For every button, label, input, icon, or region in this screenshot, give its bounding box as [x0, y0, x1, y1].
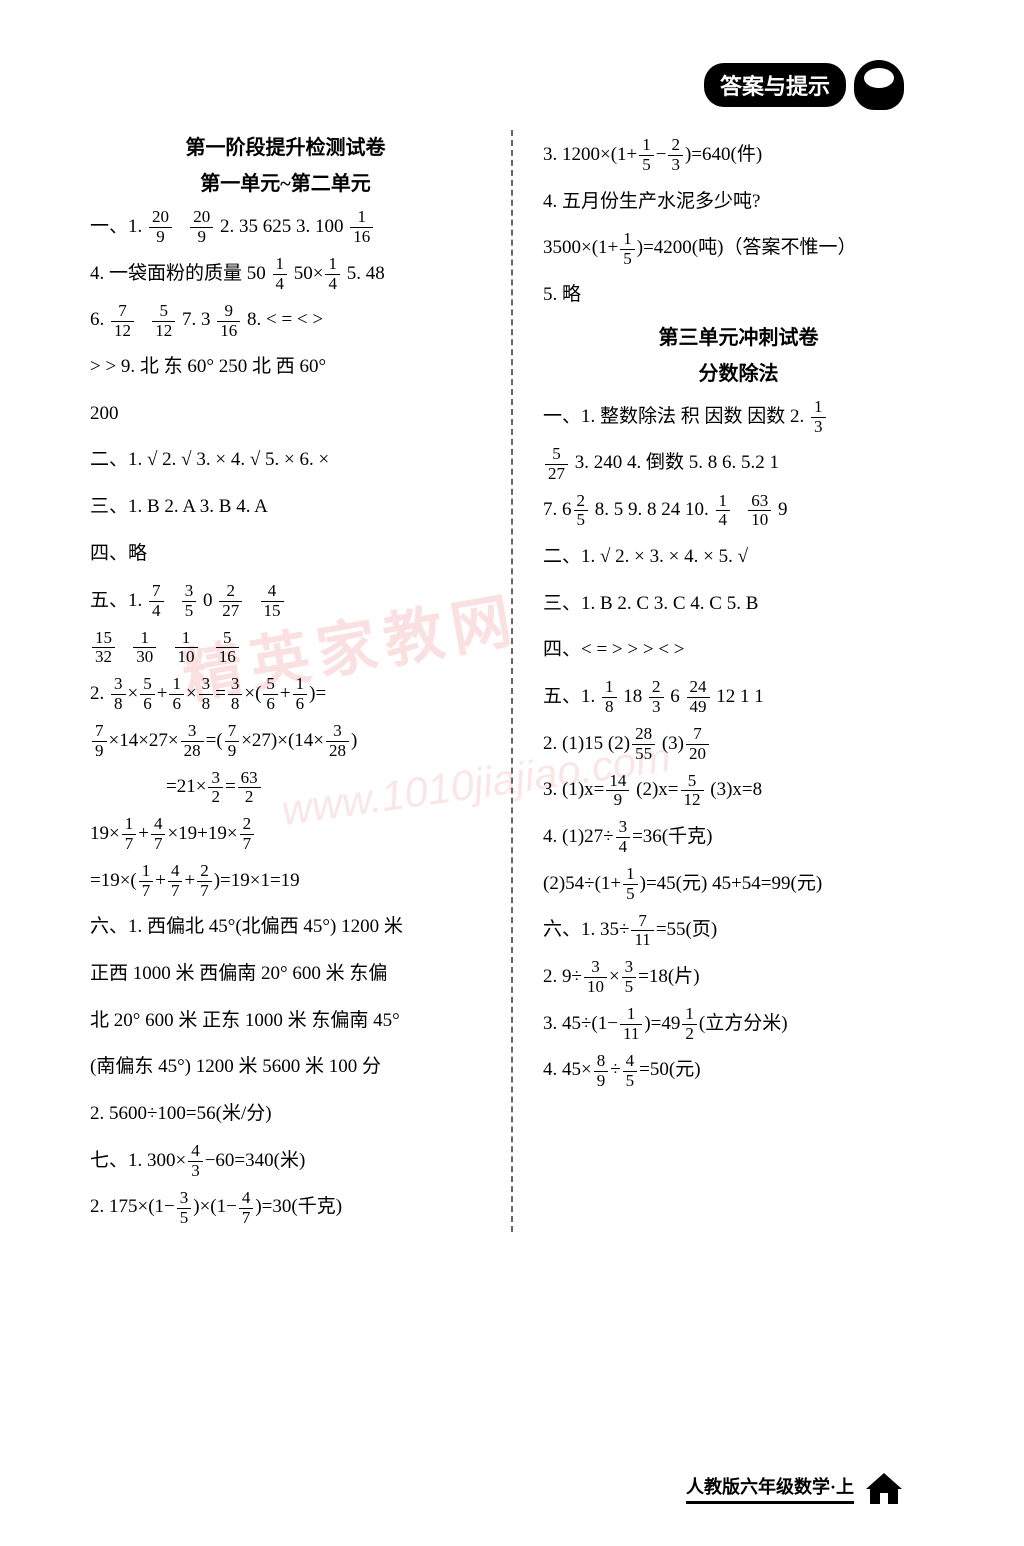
content-columns: 第一阶段提升检测试卷 第一单元~第二单元 一、1. 209 209 2. 35 …: [90, 130, 934, 1232]
column-divider: [511, 130, 513, 1232]
house-icon: [864, 1471, 904, 1506]
line: 正西 1000 米 西偏南 20° 600 米 东偏: [90, 952, 481, 996]
line: 五、1. 18 18 23 6 2449 12 1 1: [543, 675, 934, 719]
line: 七、1. 300×43−60=340(米): [90, 1139, 481, 1183]
line: 2. 38×56+16×38=38×(56+16)=: [90, 672, 481, 716]
left-title-1: 第一阶段提升检测试卷: [90, 130, 481, 166]
line: 3. (1)x=149 (2)x=512 (3)x=8: [543, 768, 934, 812]
line: 三、1. B 2. C 3. C 4. C 5. B: [543, 582, 934, 626]
right-title-1: 第三单元冲刺试卷: [543, 320, 934, 356]
footer-text: 人教版六年级数学·上: [686, 1473, 854, 1504]
line: 3. 1200×(1+15−23)=640(件): [543, 133, 934, 177]
line: 4. 五月份生产水泥多少吨?: [543, 180, 934, 224]
line: > > 9. 北 东 60° 250 北 西 60°: [90, 345, 481, 389]
line: 三、1. B 2. A 3. B 4. A: [90, 485, 481, 529]
line: 二、1. √ 2. √ 3. × 4. √ 5. × 6. ×: [90, 438, 481, 482]
line: 6. 712 512 7. 3 916 8. < = < >: [90, 298, 481, 342]
line: 19×17+47×19+19×27: [90, 812, 481, 856]
line: 1532 130 110 516: [90, 625, 481, 669]
right-title-2: 分数除法: [543, 356, 934, 392]
footer: 人教版六年级数学·上: [686, 1471, 904, 1506]
line: 五、1. 74 35 0 227 415: [90, 579, 481, 623]
line: 3500×(1+15)=4200(吨)（答案不惟一）: [543, 226, 934, 270]
line: 六、1. 西偏北 45°(北偏西 45°) 1200 米: [90, 905, 481, 949]
left-column: 第一阶段提升检测试卷 第一单元~第二单元 一、1. 209 209 2. 35 …: [90, 130, 481, 1232]
line: (2)54÷(1+15)=45(元) 45+54=99(元): [543, 862, 934, 906]
line: 200: [90, 392, 481, 436]
banner-text: 答案与提示: [704, 63, 846, 107]
line: 4. (1)27÷34=36(千克): [543, 815, 934, 859]
line: 79×14×27×328=(79×27)×(14×328): [90, 719, 481, 763]
line: 3. 45÷(1−111)=4912(立方分米): [543, 1002, 934, 1046]
line: 四、< = > > > < >: [543, 628, 934, 672]
header-banner: 答案与提示: [704, 60, 904, 110]
line: =19×(17+47+27)=19×1=19: [90, 859, 481, 903]
line: 北 20° 600 米 正东 1000 米 东偏南 45°: [90, 999, 481, 1043]
line: 一、1. 209 209 2. 35 625 3. 100 116: [90, 205, 481, 249]
line: 527 3. 240 4. 倒数 5. 8 6. 5.2 1: [543, 441, 934, 485]
line: 2. 9÷310×35=18(片): [543, 955, 934, 999]
line: 2. 175×(1−35)×(1−47)=30(千克): [90, 1185, 481, 1229]
line: (南偏东 45°) 1200 米 5600 米 100 分: [90, 1045, 481, 1089]
right-column: 3. 1200×(1+15−23)=640(件) 4. 五月份生产水泥多少吨? …: [543, 130, 934, 1232]
line: 六、1. 35÷711=55(页): [543, 908, 934, 952]
line: 4. 45×89÷45=50(元): [543, 1048, 934, 1092]
line: 4. 一袋面粉的质量 50 14 50×14 5. 48: [90, 252, 481, 296]
mascot-icon: [854, 60, 904, 110]
line: 7. 625 8. 5 9. 8 24 10. 14 6310 9: [543, 488, 934, 532]
line: 2. 5600÷100=56(米/分): [90, 1092, 481, 1136]
left-title-2: 第一单元~第二单元: [90, 166, 481, 202]
line: 5. 略: [543, 273, 934, 317]
line: 二、1. √ 2. × 3. × 4. × 5. √: [543, 535, 934, 579]
line: 2. (1)15 (2)2855 (3)720: [543, 722, 934, 766]
line: =21×32=632: [90, 765, 481, 809]
line: 四、略: [90, 532, 481, 576]
line: 一、1. 整数除法 积 因数 因数 2. 13: [543, 395, 934, 439]
